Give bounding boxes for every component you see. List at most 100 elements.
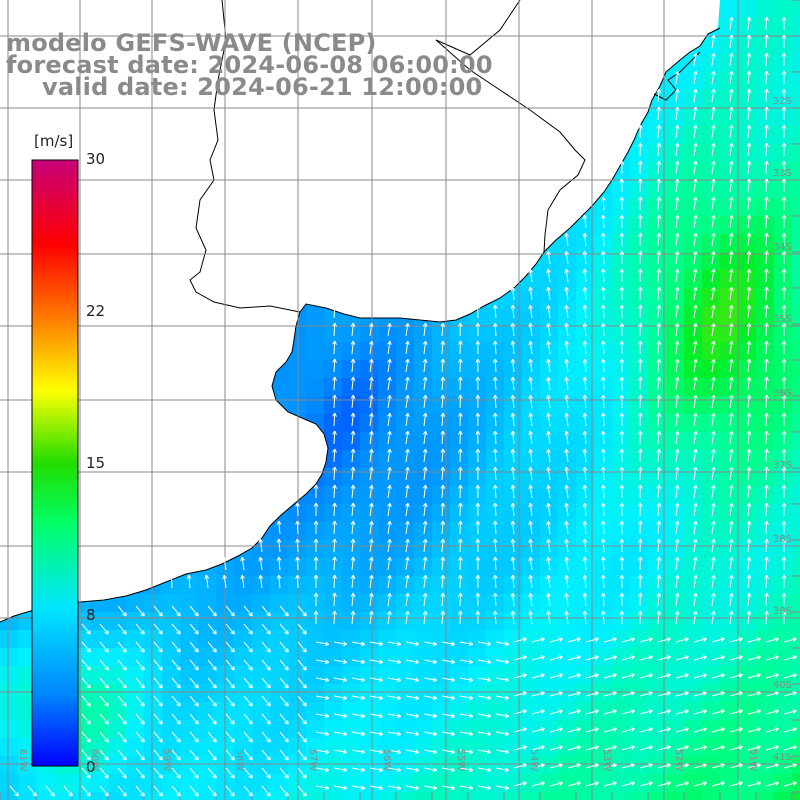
- wind-arrow-head: [783, 34, 787, 39]
- field-cell: [288, 396, 307, 415]
- wind-arrow-head: [546, 610, 549, 616]
- wind-arrow-head: [576, 727, 581, 730]
- wind-arrow-head: [315, 610, 319, 615]
- wind-arrow-head: [368, 592, 373, 597]
- wind-arrow: [747, 143, 750, 157]
- wind-arrow-head: [342, 715, 347, 719]
- wind-arrow-head: [215, 737, 217, 743]
- wind-arrow-head: [748, 610, 752, 615]
- wind-arrow-head: [541, 728, 545, 732]
- wind-arrow-head: [658, 448, 662, 453]
- wind-arrow-head: [295, 574, 298, 579]
- field-cell: [720, 342, 739, 361]
- wind-arrow: [494, 304, 497, 319]
- wind-arrow: [405, 431, 409, 445]
- wind-arrow: [729, 638, 743, 643]
- wind-arrow: [423, 641, 437, 645]
- field-cell: [612, 342, 631, 361]
- wind-arrow-head: [179, 629, 181, 635]
- wind-arrow-head: [475, 322, 479, 327]
- wind-arrow-head: [360, 643, 365, 647]
- wind-arrow: [693, 269, 697, 283]
- wind-arrow: [441, 359, 444, 373]
- wind-arrow-head: [540, 745, 545, 748]
- field-cell: [324, 792, 343, 800]
- wind-arrow-head: [457, 466, 461, 471]
- wind-arrow-head: [269, 737, 271, 743]
- field-cell: [792, 72, 800, 91]
- wind-arrow-head: [212, 686, 217, 689]
- wind-arrow-head: [695, 268, 698, 274]
- field-cell: [432, 504, 451, 523]
- field-cell: [558, 648, 577, 667]
- field-cell: [720, 576, 739, 595]
- wind-arrow-head: [582, 358, 586, 363]
- wind-arrow-head: [546, 574, 549, 580]
- field-cell: [252, 666, 271, 685]
- wind-arrow-head: [504, 733, 509, 737]
- wind-arrow: [549, 692, 563, 697]
- wind-arrow-head: [738, 637, 743, 640]
- wind-arrow-head: [332, 592, 336, 597]
- wind-arrow-head: [564, 592, 567, 598]
- wind-arrow-head: [576, 709, 581, 712]
- wind-arrow-head: [125, 701, 127, 707]
- wind-arrow: [765, 484, 768, 499]
- wind-arrow: [513, 638, 527, 643]
- wind-arrow-head: [89, 665, 91, 671]
- wind-arrow-head: [396, 715, 401, 719]
- wind-arrow-head: [693, 196, 697, 201]
- field-cell: [198, 702, 217, 721]
- wind-arrow-head: [731, 358, 734, 364]
- wind-arrow: [333, 677, 347, 681]
- wind-arrow-head: [176, 776, 181, 779]
- wind-arrow-head: [343, 695, 348, 699]
- wind-arrow-head: [547, 466, 551, 471]
- wind-arrow: [657, 305, 660, 319]
- field-cell: [0, 756, 19, 775]
- wind-arrow-head: [648, 745, 653, 748]
- wind-arrow-head: [477, 394, 481, 399]
- wind-arrow-head: [746, 556, 750, 561]
- field-cell: [720, 198, 739, 217]
- wind-arrow-head: [584, 322, 588, 327]
- wind-arrow: [657, 692, 671, 697]
- wind-arrow-head: [731, 142, 734, 148]
- wind-arrow-head: [89, 701, 91, 707]
- wind-arrow-head: [302, 650, 307, 653]
- wind-arrow-head: [492, 538, 496, 543]
- wind-arrow-head: [125, 737, 127, 743]
- wind-arrow-head: [656, 358, 660, 363]
- field-cell: [612, 756, 631, 775]
- field-cell: [432, 378, 451, 397]
- wind-arrow-head: [223, 556, 227, 561]
- field-cell: [630, 576, 649, 595]
- wind-arrow: [765, 70, 768, 85]
- wind-arrow-head: [602, 232, 606, 237]
- field-cell: [288, 738, 307, 757]
- wind-arrow-head: [475, 592, 479, 597]
- wind-arrow-head: [194, 704, 199, 707]
- wind-arrow: [602, 376, 605, 391]
- wind-arrow-head: [389, 538, 392, 544]
- field-cell: [414, 540, 433, 559]
- field-cell: [522, 702, 541, 721]
- wind-arrow-head: [748, 124, 752, 129]
- wind-arrow: [765, 656, 779, 661]
- wind-arrow: [171, 731, 181, 743]
- wind-arrow: [351, 521, 354, 535]
- wind-arrow-head: [475, 304, 479, 309]
- wind-arrow-head: [547, 592, 551, 597]
- wind-arrow: [603, 692, 617, 697]
- field-cell: [648, 252, 667, 271]
- wind-arrow-head: [158, 776, 163, 779]
- field-cell: [756, 36, 775, 55]
- wind-arrow-head: [731, 268, 734, 274]
- wind-arrow-head: [711, 358, 715, 363]
- wind-arrow-head: [793, 746, 797, 750]
- wind-arrow-head: [233, 683, 235, 689]
- wind-arrow-head: [674, 520, 678, 525]
- wind-arrow-head: [522, 745, 527, 748]
- wind-arrow: [387, 641, 401, 645]
- wind-arrow-head: [602, 412, 606, 417]
